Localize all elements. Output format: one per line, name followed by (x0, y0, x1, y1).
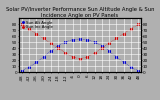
Sun Inc Angle (35, 33, 37, 34)
Legend: Sun Alt Angle, Sun Inc Angle: Sun Alt Angle, Sun Inc Angle (21, 20, 54, 30)
Sun Inc Angle (57, 47, 59, 49)
Sun Inc Angle (94, 52, 96, 53)
Sun Inc Angle (21, 23, 23, 25)
Line: Sun Alt Angle: Sun Alt Angle (21, 38, 139, 72)
Sun Inc Angle (86, 56, 88, 58)
Sun Inc Angle (116, 38, 117, 39)
Sun Inc Angle (28, 28, 30, 29)
Sun Alt Angle (72, 39, 74, 40)
Sun Inc Angle (123, 33, 125, 34)
Sun Inc Angle (64, 52, 66, 53)
Sun Inc Angle (108, 43, 110, 44)
Sun Inc Angle (50, 43, 52, 44)
Sun Inc Angle (130, 28, 132, 29)
Sun Alt Angle (108, 50, 110, 52)
Title: Solar PV/Inverter Performance Sun Altitude Angle & Sun Incidence Angle on PV Pan: Solar PV/Inverter Performance Sun Altitu… (6, 7, 154, 18)
Sun Alt Angle (50, 50, 52, 52)
Sun Inc Angle (101, 47, 103, 49)
Sun Alt Angle (64, 41, 66, 43)
Sun Alt Angle (137, 70, 139, 71)
Sun Alt Angle (28, 67, 30, 68)
Sun Alt Angle (21, 70, 23, 71)
Sun Alt Angle (130, 67, 132, 68)
Sun Inc Angle (137, 23, 139, 25)
Sun Alt Angle (35, 62, 37, 63)
Sun Alt Angle (123, 62, 125, 63)
Sun Alt Angle (116, 56, 117, 58)
Sun Alt Angle (43, 56, 44, 58)
Sun Alt Angle (86, 39, 88, 40)
Line: Sun Inc Angle: Sun Inc Angle (21, 23, 139, 60)
Sun Alt Angle (79, 38, 81, 40)
Sun Inc Angle (79, 58, 81, 59)
Sun Alt Angle (57, 45, 59, 46)
Sun Inc Angle (43, 38, 44, 39)
Sun Inc Angle (72, 56, 74, 58)
Sun Alt Angle (94, 41, 96, 43)
Sun Alt Angle (101, 45, 103, 46)
